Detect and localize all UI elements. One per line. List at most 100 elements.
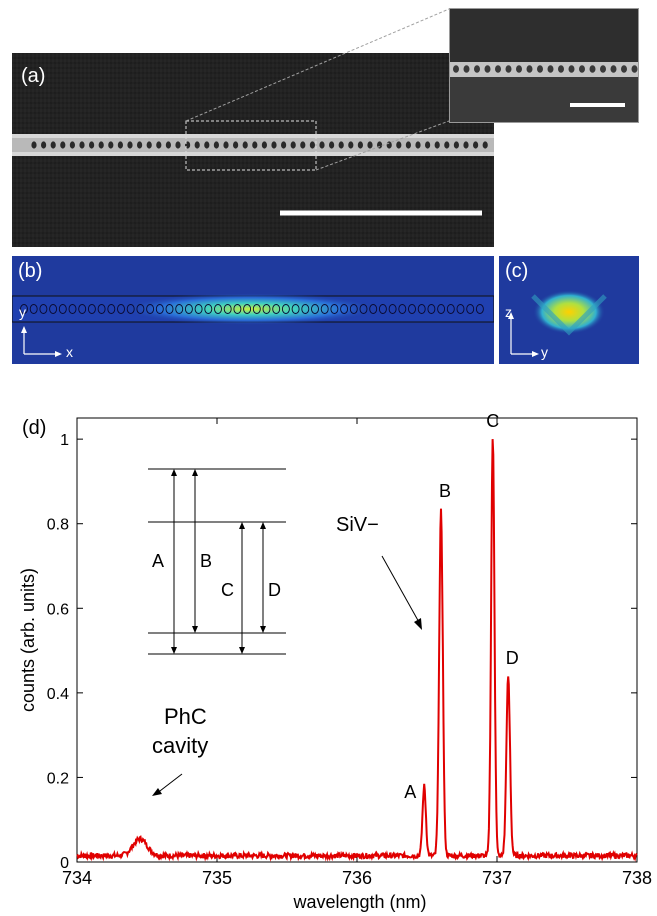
axis-label-z: z bbox=[505, 304, 512, 320]
sem-hole bbox=[223, 141, 229, 149]
fem-hole bbox=[117, 304, 125, 314]
inset-background-top bbox=[450, 9, 638, 62]
fem-hole bbox=[107, 304, 116, 314]
fem-mode-panel-c: (c) z y bbox=[499, 256, 639, 364]
sem-hole bbox=[319, 141, 325, 149]
sem-hole bbox=[79, 141, 85, 149]
sem-hole bbox=[156, 141, 162, 149]
axis-label-x: x bbox=[66, 344, 73, 360]
fem-hole bbox=[408, 304, 416, 314]
sem-hole bbox=[213, 141, 219, 149]
sem-hole bbox=[348, 141, 354, 149]
y-tick-label: 1 bbox=[60, 432, 69, 449]
inset-hole bbox=[610, 65, 617, 73]
fem-hole bbox=[58, 304, 67, 314]
inset-hole bbox=[621, 65, 627, 73]
transition-label-d: D bbox=[268, 580, 281, 600]
inset-hole bbox=[526, 65, 533, 73]
fem-hole bbox=[281, 304, 290, 314]
inset-hole bbox=[516, 65, 522, 73]
fem-hole bbox=[243, 304, 252, 314]
sem-hole bbox=[127, 141, 133, 149]
sem-hole bbox=[357, 141, 363, 149]
sem-hole bbox=[463, 141, 469, 149]
sem-hole bbox=[41, 141, 47, 149]
x-axis-ticks: 734 735 736 737 738 bbox=[62, 418, 652, 888]
sem-hole bbox=[108, 141, 114, 149]
inset-background-bottom bbox=[450, 77, 638, 122]
sem-hole bbox=[367, 141, 373, 149]
inset-hole bbox=[579, 65, 585, 73]
sem-hole bbox=[60, 141, 66, 149]
sem-hole bbox=[261, 141, 267, 149]
y-axis-label: counts (arb. units) bbox=[18, 568, 38, 712]
sem-hole bbox=[175, 141, 181, 149]
fem-mode-panel-b: (b) y x bbox=[12, 256, 494, 364]
transition-label-b: B bbox=[200, 551, 212, 571]
sem-hole bbox=[329, 141, 335, 149]
panel-c-label: (c) bbox=[505, 260, 529, 282]
fem-hole bbox=[427, 304, 436, 314]
sem-hole bbox=[453, 141, 459, 149]
sem-hole bbox=[89, 141, 95, 149]
fem-c-drawing bbox=[508, 290, 607, 357]
energy-level-diagram: A B C D bbox=[148, 468, 286, 655]
sem-hole bbox=[242, 141, 248, 149]
inset-hole bbox=[631, 65, 638, 73]
fem-hole bbox=[417, 304, 426, 314]
peak-label: C bbox=[486, 411, 499, 431]
peak-label: A bbox=[404, 782, 416, 802]
x-tick-label: 736 bbox=[342, 868, 372, 888]
panel-b-label: (b) bbox=[18, 260, 43, 282]
sem-hole bbox=[69, 141, 75, 149]
phc-annotation-line2: cavity bbox=[152, 733, 208, 758]
sem-hole bbox=[300, 141, 306, 149]
y-tick-label: 0.6 bbox=[47, 601, 69, 618]
sem-hole bbox=[233, 141, 239, 149]
inset-hole bbox=[505, 65, 512, 73]
sem-hole bbox=[482, 141, 488, 149]
cavity-mode-field bbox=[120, 293, 380, 325]
transition-label-c: C bbox=[221, 580, 234, 600]
x-tick-label: 737 bbox=[482, 868, 512, 888]
panel-d-label: (d) bbox=[22, 417, 46, 439]
nanobeam-edge-bottom bbox=[12, 152, 494, 156]
peak-label: D bbox=[506, 648, 519, 668]
inset-hole bbox=[484, 65, 491, 73]
x-tick-label: 738 bbox=[622, 868, 652, 888]
y-axis-ticks: 0 0.2 0.4 0.6 0.8 1 bbox=[47, 432, 637, 872]
fem-hole bbox=[446, 304, 455, 314]
fem-hole bbox=[97, 304, 106, 314]
inset-hole bbox=[495, 65, 501, 73]
inset-hole bbox=[537, 65, 543, 73]
y-tick-label: 0.2 bbox=[47, 770, 69, 787]
inset-drawing bbox=[450, 9, 638, 122]
sem-hole bbox=[204, 141, 210, 149]
sem-hole bbox=[338, 141, 344, 149]
fem-hole bbox=[194, 304, 203, 314]
fem-hole bbox=[184, 304, 193, 314]
fem-holes bbox=[20, 304, 484, 314]
fem-hole bbox=[320, 304, 329, 314]
arrowhead-right bbox=[55, 351, 62, 357]
fem-hole bbox=[29, 304, 38, 314]
inset-hole bbox=[453, 65, 459, 73]
sem-hole bbox=[415, 141, 421, 149]
sem-hole bbox=[386, 141, 392, 149]
panel-a-label: (a) bbox=[21, 65, 46, 87]
fem-hole bbox=[252, 304, 261, 314]
fem-hole bbox=[155, 304, 164, 314]
sem-hole bbox=[98, 141, 104, 149]
fem-hole bbox=[272, 304, 281, 314]
cross-section-mode bbox=[533, 290, 605, 334]
arrowhead-up bbox=[21, 326, 27, 333]
fem-hole bbox=[340, 304, 349, 314]
sem-hole bbox=[50, 141, 56, 149]
sem-hole bbox=[31, 141, 37, 149]
sem-hole bbox=[137, 141, 143, 149]
fem-hole bbox=[223, 304, 232, 314]
triangular-beam-outline bbox=[531, 294, 607, 336]
fem-hole bbox=[437, 304, 446, 314]
fem-hole bbox=[475, 304, 484, 314]
phc-annotation-line1: PhC bbox=[164, 704, 207, 729]
